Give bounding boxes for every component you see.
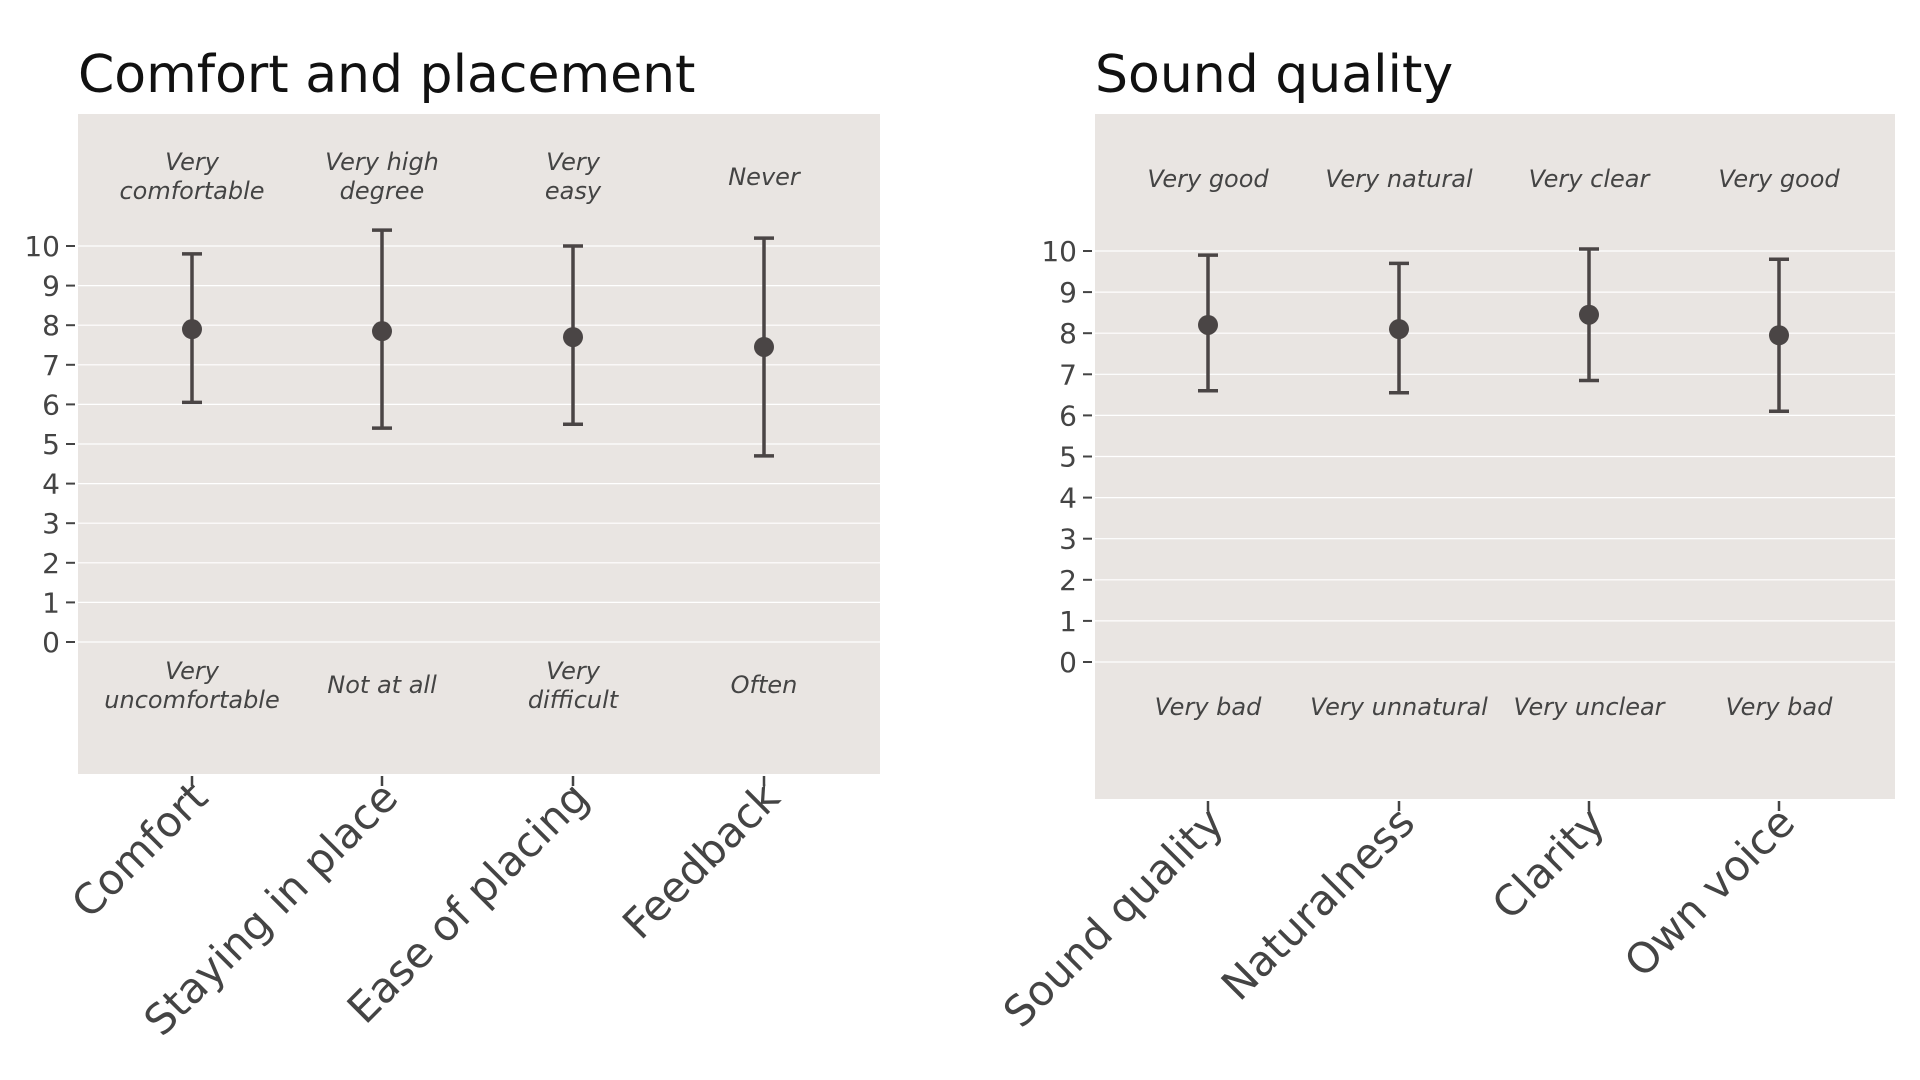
category-label: Comfort [62,772,217,927]
y-tick-label: 10 [1041,235,1077,268]
chart-title: Comfort and placement [78,45,695,105]
bottom-annotation: Very bad [1726,693,1833,721]
y-tick-label: 2 [1059,564,1077,597]
y-tick-label: 9 [42,270,60,303]
top-annotation: Very good [1147,165,1269,193]
y-tick-label: 6 [1059,399,1077,432]
bottom-annotation: Very [165,657,220,685]
bottom-annotation: Very [546,657,601,685]
category-label: Clarity [1483,797,1615,929]
bottom-annotation: Very bad [1155,693,1262,721]
y-tick-label: 10 [24,230,60,263]
mean-point [1579,304,1599,325]
mean-point [1389,319,1409,340]
y-tick-label: 1 [42,586,60,619]
y-tick-label: 9 [1059,276,1077,309]
bottom-annotation: Often [731,671,798,699]
top-annotation: Very [165,148,220,176]
top-annotation: comfortable [119,177,264,205]
chart-sound-quality: Sound quality 0 1 2 3 4 5 6 7 8 9 10 Very good Very… [994,45,1895,1037]
category-label: Feedback [613,772,790,949]
y-tick-label: 7 [42,349,60,382]
top-annotation: Very clear [1529,165,1652,193]
mean-point [372,321,392,342]
y-tick-label: 5 [1059,441,1077,474]
bottom-annotation: difficult [528,686,620,714]
mean-point [182,319,202,340]
y-tick-label: 0 [1059,646,1077,679]
y-tick-label: 6 [42,388,60,421]
y-tick-label: 4 [42,468,60,501]
y-tick-label: 7 [1059,358,1077,391]
mean-point [754,336,774,357]
y-tick-label: 1 [1059,605,1077,638]
y-tick-label: 0 [42,626,60,659]
top-annotation: Very [546,148,601,176]
top-annotation: degree [340,177,425,205]
top-annotation: Very high [325,148,439,176]
category-label: Own voice [1615,797,1804,986]
y-tick-label: 3 [42,507,60,540]
chart-title: Sound quality [1095,45,1453,105]
y-tick-label: 3 [1059,523,1077,556]
y-tick-label: 8 [1059,317,1077,350]
bottom-annotation: uncomfortable [104,686,279,714]
y-tick-label: 5 [42,428,60,461]
category-label: Sound quality [994,797,1233,1036]
top-annotation: Very good [1718,165,1840,193]
top-annotation: Never [728,163,802,191]
top-annotation: easy [545,177,602,205]
bottom-annotation: Very unclear [1513,693,1666,721]
mean-point [1769,325,1789,346]
category-label: Naturalness [1212,797,1424,1009]
bottom-annotation: Very unnatural [1310,693,1488,721]
bottom-annotation: Not at all [327,671,437,699]
mean-point [1198,314,1218,335]
y-tick-label: 2 [42,547,60,580]
y-tick-label: 4 [1059,482,1077,515]
y-tick-label: 8 [42,309,60,342]
top-annotation: Very natural [1325,165,1473,193]
mean-point [563,327,583,348]
